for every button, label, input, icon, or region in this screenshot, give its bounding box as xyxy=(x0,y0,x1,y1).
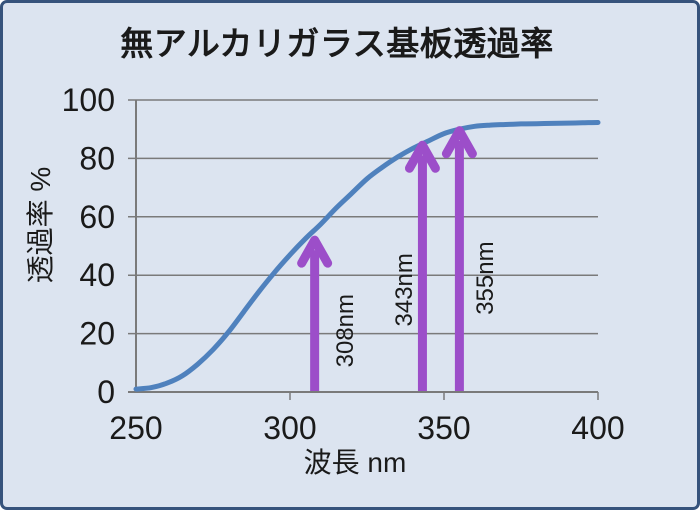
x-tick-label: 250 xyxy=(109,410,162,446)
annotation-arrow-head xyxy=(441,126,477,159)
y-tick-label: 40 xyxy=(79,257,115,293)
annotation-arrow-head xyxy=(404,140,440,173)
annotation-arrow-head xyxy=(297,235,333,268)
x-tick-label: 400 xyxy=(571,410,624,446)
x-tick-label: 350 xyxy=(417,410,470,446)
y-tick-label: 100 xyxy=(62,82,115,118)
annotation-label: 355nm xyxy=(472,241,499,314)
annotation-label: 308nm xyxy=(332,294,359,367)
chart-title: 無アルカリガラス基板透過率 xyxy=(120,25,554,62)
x-axis-title: 波長 nm xyxy=(303,447,407,478)
annotation-label: 343nm xyxy=(391,253,418,326)
x-tick-label: 300 xyxy=(263,410,316,446)
transmittance-curve xyxy=(133,120,601,392)
y-tick-label: 60 xyxy=(79,199,115,235)
y-tick-label: 0 xyxy=(97,374,115,410)
transmittance-plot: 0 20 40 60 80 100 250 300 350 400 308nm 343nm 355nm xyxy=(62,82,625,446)
y-tick-label: 20 xyxy=(79,316,115,352)
y-tick-label: 80 xyxy=(79,140,115,176)
